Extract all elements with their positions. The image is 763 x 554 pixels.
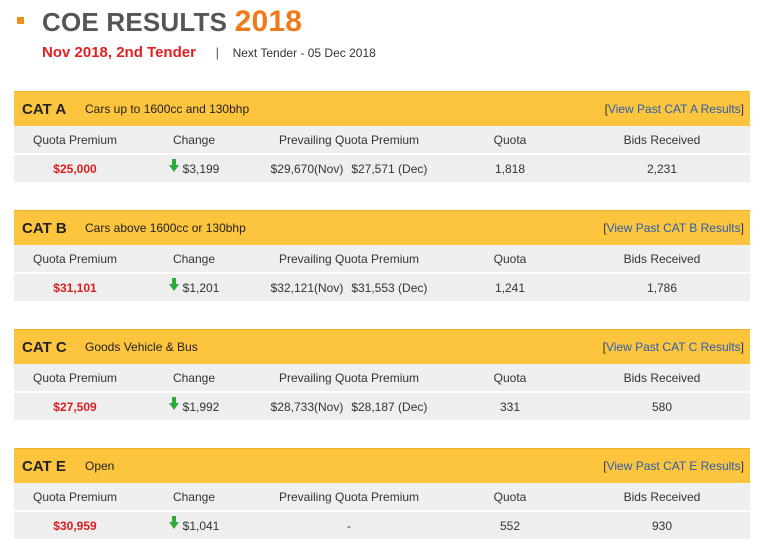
category-description: Cars above 1600cc or 130bhp [85, 221, 246, 235]
quota-value: 331 [499, 399, 521, 414]
square-bullet-icon [17, 17, 24, 24]
change-value: $1,992 [136, 396, 252, 414]
quota-value: 1,818 [494, 161, 526, 176]
view-past-results-link[interactable]: View Past CAT E Results [606, 459, 741, 473]
result-row: $25,000 $3,199 $29,670(Nov) $27,571 (Dec)… [14, 153, 750, 182]
col-change: Change [172, 132, 216, 147]
category-block-a: CAT A Cars up to 1600cc and 130bhp [View… [14, 91, 750, 182]
category-code: CAT A [22, 100, 67, 118]
tender-info: Nov 2018, 2nd Tender | Next Tender - 05 … [42, 44, 376, 61]
down-arrow-icon [168, 277, 179, 291]
col-change: Change [172, 370, 216, 385]
category-block-b: CAT B Cars above 1600cc or 130bhp [View … [14, 210, 750, 301]
col-prevailing: Prevailing Quota Premium [278, 370, 420, 385]
prevailing-value: $28,733(Nov) $28,187 (Dec) [270, 399, 428, 414]
title-text: COE RESULTS [42, 7, 228, 37]
view-past-results: [View Past CAT E Results] [603, 459, 744, 473]
change-value: $3,199 [136, 158, 252, 176]
result-row: $27,509 $1,992 $28,733(Nov) $28,187 (Dec)… [14, 391, 750, 420]
category-header: CAT A Cars up to 1600cc and 130bhp [View… [14, 91, 750, 126]
separator: | [215, 45, 219, 60]
bids-value: 1,786 [646, 280, 678, 295]
page-header: COE RESULTS 2018 Nov 2018, 2nd Tender | … [0, 0, 763, 90]
col-quota: Quota [493, 489, 527, 504]
view-past-results: [View Past CAT C Results] [602, 340, 744, 354]
category-header: CAT E Open [View Past CAT E Results] [14, 448, 750, 483]
col-quota: Quota [493, 370, 527, 385]
category-description: Open [85, 459, 115, 473]
category-description: Goods Vehicle & Bus [85, 340, 198, 354]
col-quota-premium: Quota Premium [32, 132, 118, 147]
quota-premium-value: $31,101 [53, 280, 97, 295]
page-title: COE RESULTS 2018 [42, 5, 302, 39]
col-bids: Bids Received [623, 489, 701, 504]
quota-premium-value: $30,959 [53, 518, 97, 533]
down-arrow-icon [168, 515, 179, 529]
quota-value: 552 [499, 518, 521, 533]
column-header-row: Quota Premium Change Prevailing Quota Pr… [14, 364, 750, 391]
quota-value: 1,241 [494, 280, 526, 295]
prevailing-value: $29,670(Nov) $27,571 (Dec) [270, 161, 428, 176]
view-past-results-link[interactable]: View Past CAT B Results [606, 221, 741, 235]
title-year: 2018 [234, 5, 303, 38]
col-quota: Quota [493, 251, 527, 266]
col-prevailing: Prevailing Quota Premium [278, 251, 420, 266]
view-past-results: [View Past CAT B Results] [603, 221, 744, 235]
bids-value: 580 [651, 399, 673, 414]
col-prevailing: Prevailing Quota Premium [278, 132, 420, 147]
change-value: $1,201 [136, 277, 252, 295]
category-header: CAT C Goods Vehicle & Bus [View Past CAT… [14, 329, 750, 364]
category-block-c: CAT C Goods Vehicle & Bus [View Past CAT… [14, 329, 750, 420]
quota-premium-value: $25,000 [53, 161, 97, 176]
col-prevailing: Prevailing Quota Premium [278, 489, 420, 504]
down-arrow-icon [168, 396, 179, 410]
result-row: $31,101 $1,201 $32,121(Nov) $31,553 (Dec)… [14, 272, 750, 301]
next-tender: Next Tender - 05 Dec 2018 [232, 46, 376, 60]
column-header-row: Quota Premium Change Prevailing Quota Pr… [14, 245, 750, 272]
col-bids: Bids Received [623, 370, 701, 385]
down-arrow-icon [168, 158, 179, 172]
col-quota-premium: Quota Premium [32, 251, 118, 266]
result-row: $30,959 $1,041 - 552 930 [14, 510, 750, 539]
quota-premium-value: $27,509 [53, 399, 97, 414]
prevailing-value: - [347, 518, 351, 533]
category-block-e: CAT E Open [View Past CAT E Results] Quo… [14, 448, 750, 539]
column-header-row: Quota Premium Change Prevailing Quota Pr… [14, 126, 750, 153]
col-quota-premium: Quota Premium [32, 489, 118, 504]
prevailing-value: $32,121(Nov) $31,553 (Dec) [270, 280, 428, 295]
category-code: CAT C [22, 338, 67, 356]
view-past-results-link[interactable]: View Past CAT A Results [607, 102, 741, 116]
bids-value: 930 [651, 518, 673, 533]
category-code: CAT B [22, 219, 67, 237]
col-bids: Bids Received [623, 132, 701, 147]
col-change: Change [172, 251, 216, 266]
view-past-results-link[interactable]: View Past CAT C Results [605, 340, 741, 354]
col-change: Change [172, 489, 216, 504]
category-code: CAT E [22, 457, 66, 475]
col-bids: Bids Received [623, 251, 701, 266]
view-past-results: [View Past CAT A Results] [604, 102, 744, 116]
bids-value: 2,231 [646, 161, 678, 176]
col-quota-premium: Quota Premium [32, 370, 118, 385]
col-quota: Quota [493, 132, 527, 147]
change-value: $1,041 [136, 515, 252, 533]
current-tender: Nov 2018, 2nd Tender [42, 44, 196, 61]
category-description: Cars up to 1600cc and 130bhp [85, 102, 250, 116]
column-header-row: Quota Premium Change Prevailing Quota Pr… [14, 483, 750, 510]
category-header: CAT B Cars above 1600cc or 130bhp [View … [14, 210, 750, 245]
